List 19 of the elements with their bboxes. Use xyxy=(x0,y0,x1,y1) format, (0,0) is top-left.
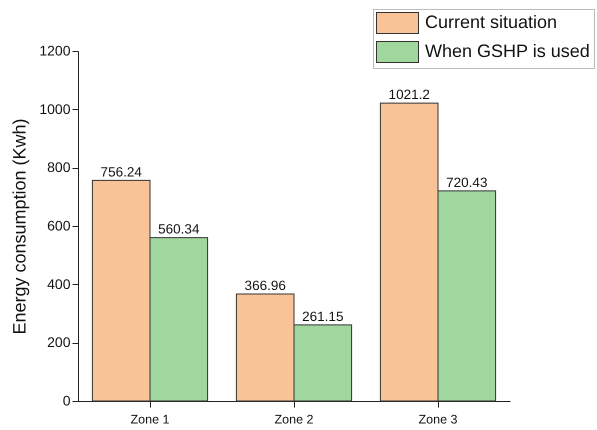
x-tick-label: Zone 3 xyxy=(418,412,458,426)
y-tick-label: 1200 xyxy=(39,42,71,58)
data-label: 366.96 xyxy=(244,278,286,293)
data-label: 1021.2 xyxy=(388,87,430,102)
y-axis-title: Energy consumption (Kwh) xyxy=(9,118,30,335)
x-tick-label: Zone 1 xyxy=(130,412,170,426)
y-tick-label: 0 xyxy=(62,392,71,408)
legend-label: Current situation xyxy=(425,12,558,32)
y-tick-label: 400 xyxy=(47,276,71,292)
data-label: 756.24 xyxy=(100,164,142,180)
y-tick-label: 600 xyxy=(47,218,71,234)
data-label: 261.15 xyxy=(302,308,344,324)
y-tick-label: 800 xyxy=(47,159,71,176)
data-label: 560.34 xyxy=(158,222,200,237)
data-label: 720.43 xyxy=(446,174,488,190)
legend-label: When GSHP is used xyxy=(425,41,590,61)
y-tick-label: 1000 xyxy=(39,100,71,117)
x-tick-label: Zone 2 xyxy=(274,412,314,426)
y-tick-label: 200 xyxy=(47,334,71,350)
